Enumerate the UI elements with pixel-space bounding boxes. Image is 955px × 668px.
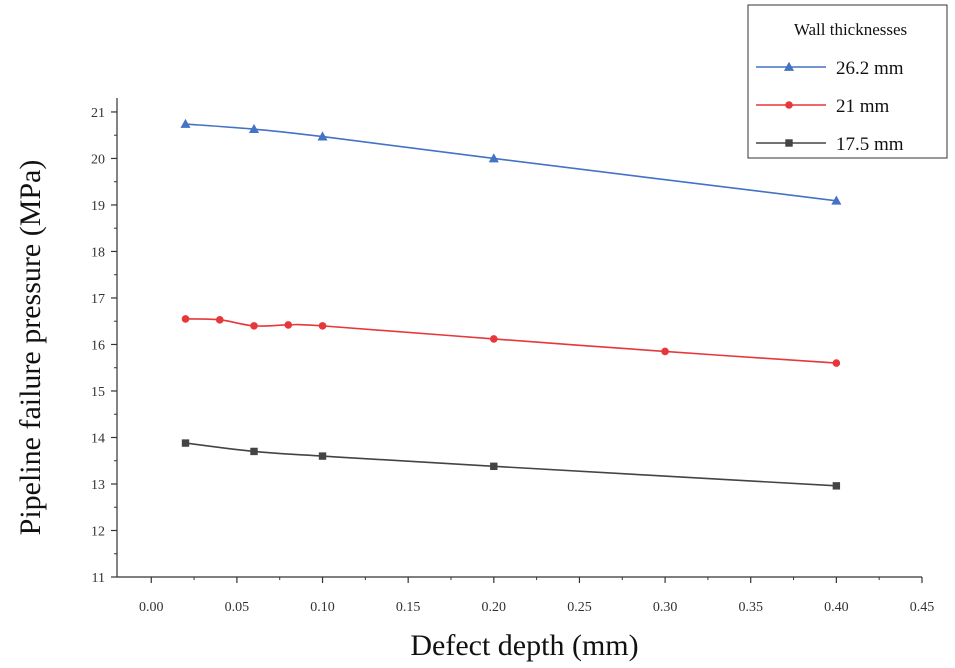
data-point [488,153,499,163]
x-tick-label: 0.00 [139,600,164,615]
x-axis-title: Defect depth (mm) [410,629,638,662]
series-2 [181,315,841,367]
y-tick-label: 19 [91,199,105,214]
y-tick-label: 11 [92,571,105,586]
x-tick-label: 0.05 [225,600,250,615]
x-axis-ticks: 0.00 0.05 0.10 0.15 0.20 0.25 0.30 0.35 0.40 0.45 [139,577,934,615]
legend: Wall thicknesses 26.2 mm 21 mm 17.5 mm [747,4,948,159]
legend-title: Wall thicknesses [794,20,907,39]
data-point [215,316,224,324]
axes [116,98,922,578]
legend-label: 17.5 mm [836,134,904,155]
data-point [317,131,328,141]
data-point [248,123,260,134]
legend-swatch-marker [783,61,795,71]
legend-item: 17.5 mm [756,134,904,155]
data-point [318,452,327,460]
y-axis-ticks: 11 12 13 14 15 16 17 18 19 20 21 [91,106,117,586]
legend-box [747,4,948,159]
legend-swatch-marker [785,101,793,109]
legend-item: 21 mm [756,96,890,117]
series-line [185,123,837,202]
series-line [185,442,837,487]
x-tick-label: 0.10 [310,600,335,615]
data-point [318,322,327,330]
data-point [250,447,258,456]
x-tick-label: 0.45 [910,600,935,615]
data-point [181,315,190,323]
legend-label: 26.2 mm [836,58,904,79]
series-line [185,318,837,364]
data-point [490,335,498,343]
legend-swatch-marker [785,139,793,147]
x-tick-label: 0.35 [738,600,763,615]
data-point [831,195,842,205]
x-tick-label: 0.15 [396,600,421,615]
series-1 [180,118,842,205]
x-tick-label: 0.30 [653,600,678,615]
data-point [181,439,190,447]
legend-item: 26.2 mm [756,58,904,79]
data-point [180,118,191,128]
x-tick-label: 0.25 [567,600,592,615]
y-tick-label: 18 [91,245,105,260]
y-tick-label: 16 [91,338,105,353]
data-point [832,359,841,367]
y-tick-label: 20 [91,152,105,167]
data-point [250,322,258,330]
legend-label: 21 mm [836,96,890,117]
x-tick-label: 0.40 [824,600,849,615]
data-point [832,482,841,490]
x-tick-label: 0.20 [482,600,507,615]
series-3 [181,439,841,490]
data-point [284,321,293,329]
y-tick-label: 13 [91,478,105,493]
y-tick-label: 12 [91,524,105,539]
y-axis-title: Pipeline failure pressure (MPa) [14,160,47,536]
y-tick-label: 17 [91,292,105,307]
y-tick-label: 14 [91,431,105,446]
legend-items: 26.2 mm 21 mm 17.5 mm [756,58,904,155]
y-tick-label: 15 [91,385,105,400]
data-point [490,462,498,471]
series-layer [180,118,842,490]
y-tick-label: 21 [91,106,105,121]
data-point [661,347,669,356]
